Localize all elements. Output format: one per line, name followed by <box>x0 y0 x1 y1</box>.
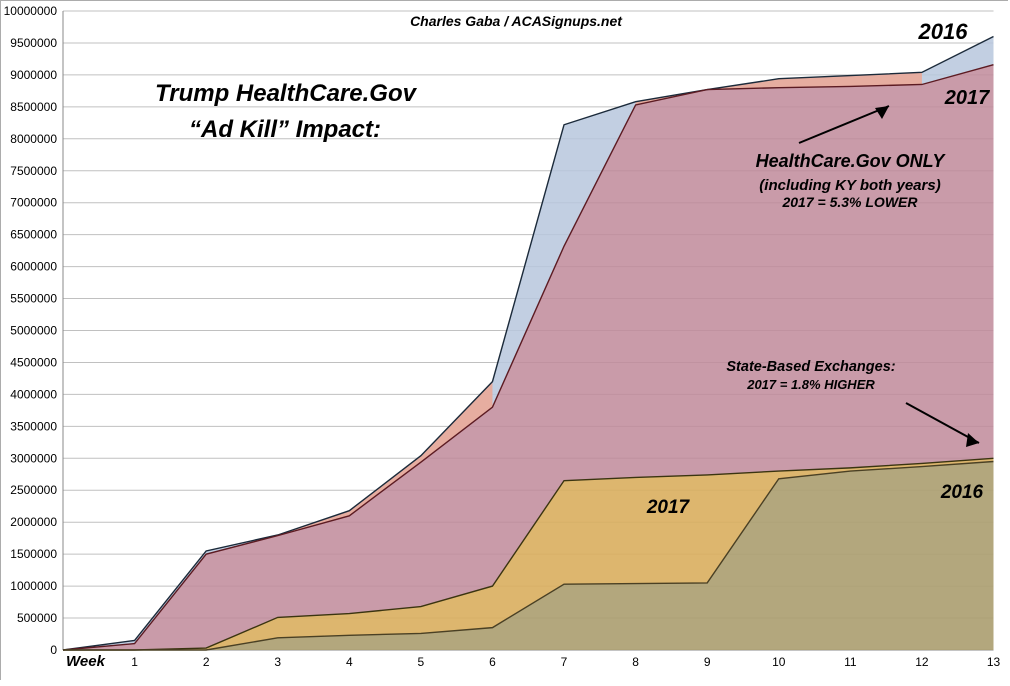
svg-text:9: 9 <box>704 655 711 669</box>
svg-text:State-Based Exchanges:: State-Based Exchanges: <box>726 359 895 375</box>
svg-text:Trump HealthCare.Gov: Trump HealthCare.Gov <box>155 80 418 107</box>
svg-text:3: 3 <box>274 655 281 669</box>
svg-text:5000000: 5000000 <box>10 324 57 338</box>
svg-text:HealthCare.Gov ONLY: HealthCare.Gov ONLY <box>756 151 947 171</box>
svg-text:12: 12 <box>915 655 929 669</box>
svg-text:13: 13 <box>987 655 1001 669</box>
svg-text:2017 = 5.3% LOWER: 2017 = 5.3% LOWER <box>781 194 918 210</box>
svg-text:“Ad Kill” Impact:: “Ad Kill” Impact: <box>189 116 381 143</box>
svg-text:2017: 2017 <box>646 497 691 518</box>
svg-text:9500000: 9500000 <box>10 36 57 50</box>
svg-text:10: 10 <box>772 655 786 669</box>
svg-text:4: 4 <box>346 655 353 669</box>
svg-text:5: 5 <box>418 655 425 669</box>
svg-text:8500000: 8500000 <box>10 100 57 114</box>
svg-text:6000000: 6000000 <box>10 260 57 274</box>
svg-text:9000000: 9000000 <box>10 68 57 82</box>
svg-text:2000000: 2000000 <box>10 515 57 529</box>
svg-text:1500000: 1500000 <box>10 547 57 561</box>
svg-text:5500000: 5500000 <box>10 292 57 306</box>
svg-text:2017: 2017 <box>944 87 990 109</box>
svg-text:3000000: 3000000 <box>10 451 57 465</box>
svg-text:2017 = 1.8% HIGHER: 2017 = 1.8% HIGHER <box>746 377 875 392</box>
svg-text:Week: Week <box>66 653 106 670</box>
svg-text:3500000: 3500000 <box>10 419 57 433</box>
svg-text:Charles Gaba / ACASignups.net: Charles Gaba / ACASignups.net <box>410 13 623 29</box>
svg-text:11: 11 <box>844 655 857 669</box>
svg-text:7500000: 7500000 <box>10 164 57 178</box>
svg-text:500000: 500000 <box>17 611 57 625</box>
svg-text:4500000: 4500000 <box>10 355 57 369</box>
svg-text:6: 6 <box>489 655 496 669</box>
svg-text:7000000: 7000000 <box>10 196 57 210</box>
svg-text:8: 8 <box>632 655 639 669</box>
svg-text:10000000: 10000000 <box>4 4 58 18</box>
svg-text:4000000: 4000000 <box>10 387 57 401</box>
svg-text:6500000: 6500000 <box>10 228 57 242</box>
svg-text:(including KY both years): (including KY both years) <box>759 177 940 194</box>
svg-text:7: 7 <box>561 655 568 669</box>
svg-text:8000000: 8000000 <box>10 132 57 146</box>
svg-text:1000000: 1000000 <box>10 579 57 593</box>
svg-text:2: 2 <box>203 655 210 669</box>
svg-text:2500000: 2500000 <box>10 483 57 497</box>
svg-text:0: 0 <box>50 643 57 657</box>
svg-text:2016: 2016 <box>918 19 969 44</box>
svg-text:2016: 2016 <box>940 482 984 503</box>
svg-text:1: 1 <box>131 655 138 669</box>
